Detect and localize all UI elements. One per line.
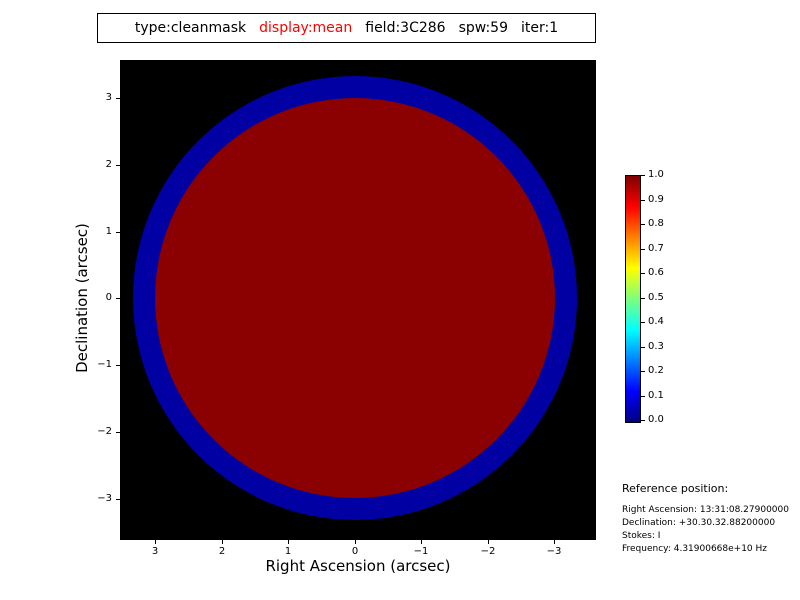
x-tick-mark [355, 540, 356, 544]
reference-ra: Right Ascension: 13:31:08.27900000 [622, 505, 789, 515]
mask-disk [155, 98, 555, 498]
y-tick-mark [116, 499, 120, 500]
colorbar-tick-mark [641, 396, 645, 397]
reference-dec: Declination: +30.30.32.88200000 [622, 518, 776, 528]
colorbar-tick-mark [641, 298, 645, 299]
x-tick-mark [554, 540, 555, 544]
y-tick-label: 0 [105, 292, 112, 303]
colorbar-label: 0.5 [648, 292, 664, 303]
x-tick-label: −2 [480, 546, 496, 557]
colorbar-tick-mark [641, 273, 645, 274]
title-iter: iter:1 [521, 20, 559, 36]
x-tick-label: 3 [151, 546, 159, 557]
x-tick-mark [488, 540, 489, 544]
x-tick-label: −1 [413, 546, 429, 557]
x-tick-mark [155, 540, 156, 544]
colorbar-label: 0.0 [648, 414, 664, 425]
title-field: field:3C286 [365, 20, 446, 36]
colorbar-label: 1.0 [648, 169, 664, 180]
colorbar [625, 175, 641, 423]
colorbar-tick-mark [641, 200, 645, 201]
reference-frequency: Frequency: 4.31900668e+10 Hz [622, 544, 768, 554]
x-tick-label: −3 [546, 546, 562, 557]
title-spw: spw:59 [458, 20, 508, 36]
colorbar-tick-mark [641, 322, 645, 323]
title-type: type:cleanmask [134, 20, 247, 36]
y-tick-label: 2 [105, 159, 112, 170]
colorbar-tick-mark [641, 420, 645, 421]
x-tick-mark [222, 540, 223, 544]
colorbar-label: 0.8 [648, 218, 664, 229]
x-axis-label: Right Ascension (arcsec) [265, 557, 451, 575]
y-tick-label: −1 [97, 359, 112, 370]
colorbar-label: 0.2 [648, 365, 664, 376]
y-tick-label: −3 [97, 493, 112, 504]
y-tick-mark [116, 165, 120, 166]
title-box: type:cleanmask display:mean field:3C286 … [97, 13, 596, 43]
reference-heading: Reference position: [622, 482, 729, 495]
x-tick-label: 1 [284, 546, 292, 557]
title-display: display:mean [259, 20, 353, 36]
y-tick-mark [116, 98, 120, 99]
cleanmask-image [133, 76, 577, 520]
colorbar-label: 0.7 [648, 243, 664, 254]
colorbar-label: 0.9 [648, 194, 664, 205]
y-tick-mark [116, 432, 120, 433]
colorbar-label: 0.1 [648, 390, 664, 401]
colorbar-tick-mark [641, 175, 645, 176]
x-tick-mark [288, 540, 289, 544]
x-tick-label: 2 [218, 546, 226, 557]
colorbar-label: 0.3 [648, 341, 664, 352]
colorbar-tick-mark [641, 347, 645, 348]
colorbar-tick-mark [641, 224, 645, 225]
colorbar-tick-mark [641, 371, 645, 372]
y-tick-mark [116, 365, 120, 366]
y-tick-mark [116, 232, 120, 233]
y-tick-label: −2 [97, 426, 112, 437]
x-tick-label: 0 [351, 546, 359, 557]
y-tick-mark [116, 298, 120, 299]
colorbar-label: 0.6 [648, 267, 664, 278]
y-axis-label: Declination (arcsec) [73, 223, 91, 373]
y-tick-label: 1 [105, 226, 112, 237]
image-plot[interactable] [120, 60, 596, 540]
y-tick-label: 3 [105, 92, 112, 103]
colorbar-label: 0.4 [648, 316, 664, 327]
reference-stokes: Stokes: I [622, 531, 661, 541]
reference-position-block: Reference position: Right Ascension: 13:… [622, 482, 794, 556]
colorbar-tick-mark [641, 249, 645, 250]
x-tick-mark [421, 540, 422, 544]
